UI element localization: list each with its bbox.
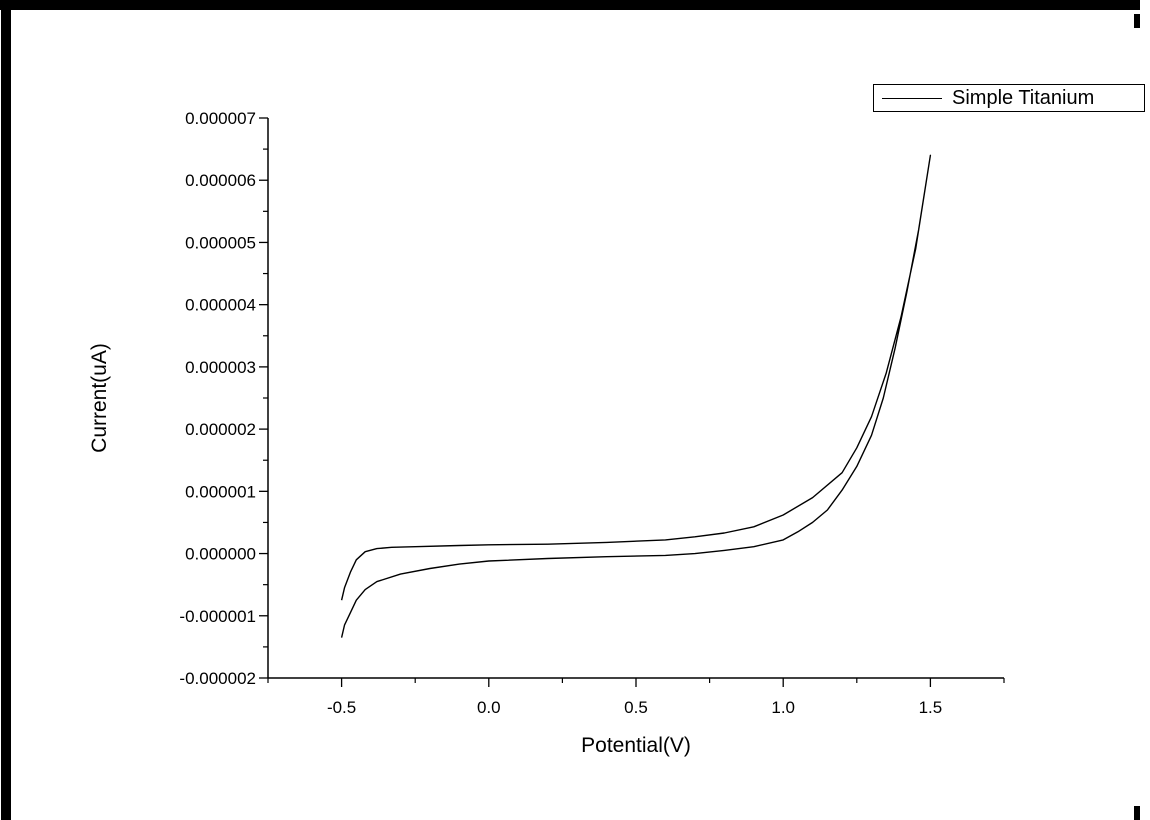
y-tick-label: 0.000004 — [185, 296, 256, 315]
y-axis-label: Current(uA) — [88, 343, 111, 453]
y-tick-label: 0.000007 — [185, 109, 256, 128]
x-axis-label: Potential(V) — [581, 734, 691, 757]
x-tick-label: 0.0 — [477, 698, 501, 717]
y-tick-label: 0.000003 — [185, 358, 256, 377]
y-tick-label: 0.000000 — [185, 545, 256, 564]
legend-swatch — [882, 98, 942, 99]
y-tick-label: 0.000002 — [185, 420, 256, 439]
y-tick-label: -0.000002 — [179, 669, 256, 688]
plot-area — [340, 154, 932, 638]
y-tick-label: 0.000006 — [185, 171, 256, 190]
x-tick-label: 1.0 — [771, 698, 795, 717]
series-line — [340, 154, 932, 638]
legend-label: Simple Titanium — [952, 87, 1095, 109]
y-tick-label: 0.000001 — [185, 482, 256, 501]
x-tick-label: 1.5 — [919, 698, 943, 717]
ticks: -0.000002 -0.000001 0.000000 0.000001 0.0000… — [179, 109, 1005, 717]
y-tick-label: 0.000005 — [185, 233, 256, 252]
y-tick-label: -0.000001 — [179, 607, 256, 626]
x-tick-label: 0.5 — [624, 698, 648, 717]
axes — [267, 118, 1004, 679]
x-tick-label: -0.5 — [327, 698, 356, 717]
legend: Simple Titanium — [873, 84, 1145, 112]
